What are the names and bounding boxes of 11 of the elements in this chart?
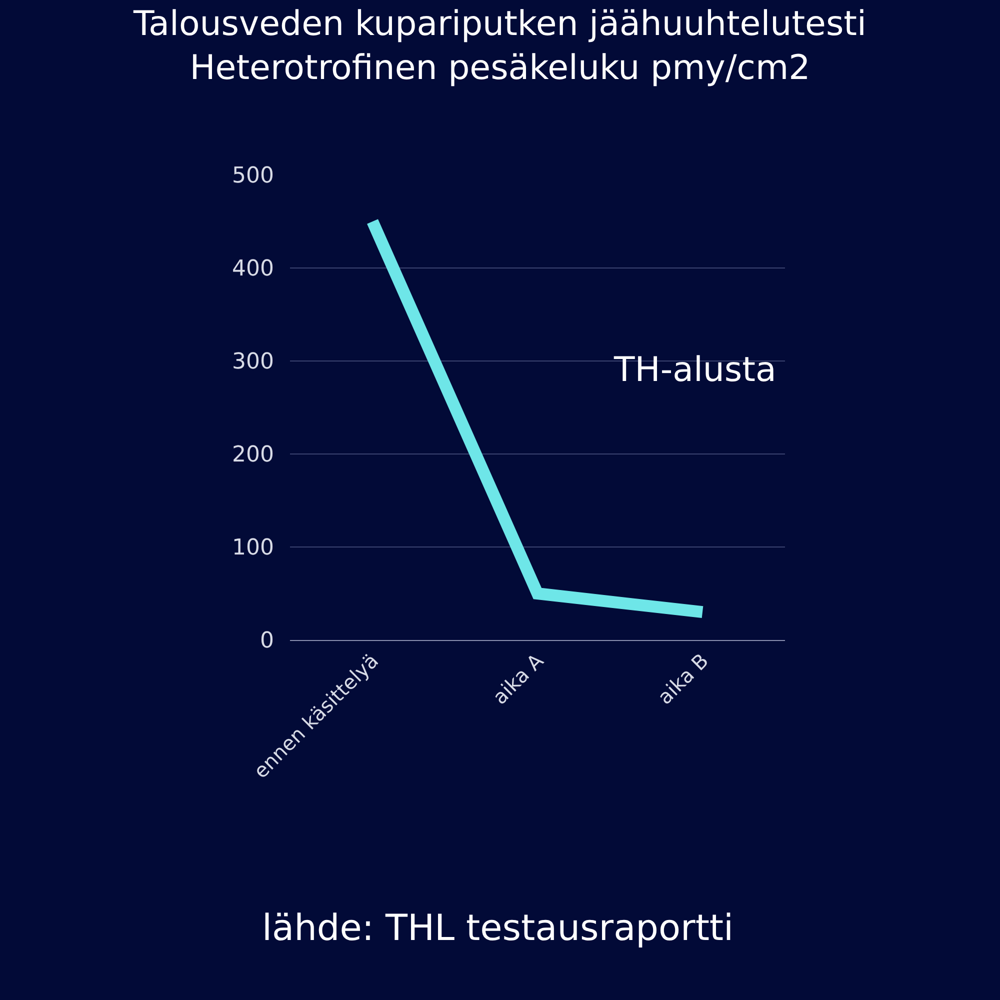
- text: TH-alusta: [613, 350, 776, 390]
- x-tick-label: aika B: [652, 648, 714, 710]
- y-tick-label: 500: [232, 164, 274, 189]
- x-tick-label: aika A: [488, 648, 548, 709]
- y-tick-label: 400: [232, 256, 274, 282]
- y-tick-label: 0: [260, 628, 274, 654]
- chart-title: Talousveden kupariputken jäähuuhtelutesti Heterotrofinen pesäkeluku pmy/cm2: [132, 4, 866, 88]
- y-tick-label: 200: [232, 442, 274, 468]
- text: lähde: THL testausraportti: [262, 908, 734, 949]
- y-tick-label: 300: [232, 350, 274, 375]
- y-tick-label: 100: [232, 536, 274, 561]
